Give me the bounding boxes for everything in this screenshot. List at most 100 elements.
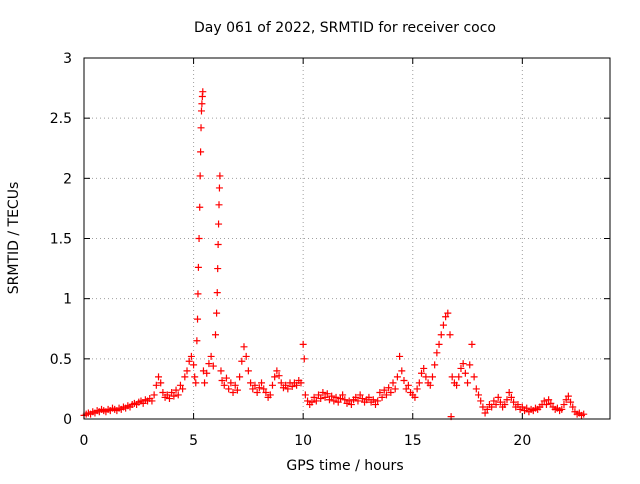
- data-point-marker: [501, 401, 509, 409]
- data-point-marker: [492, 401, 500, 409]
- data-point-marker: [271, 373, 279, 381]
- data-point-marker: [268, 381, 276, 389]
- data-point-marker: [358, 395, 366, 403]
- data-point-marker: [376, 389, 384, 397]
- data-point-marker: [503, 396, 511, 404]
- data-point-marker: [220, 381, 228, 389]
- x-tick-label: 15: [404, 433, 422, 449]
- data-point-marker: [382, 391, 390, 399]
- data-point-marker: [159, 389, 167, 397]
- y-tick-label: 1.5: [50, 232, 72, 248]
- data-point-marker: [371, 401, 379, 409]
- data-point-marker: [201, 379, 209, 387]
- data-point-marker: [233, 386, 241, 394]
- data-point-marker: [213, 309, 221, 317]
- data-point-marker: [328, 392, 336, 400]
- data-point-marker: [148, 397, 156, 405]
- data-point-marker: [558, 405, 566, 413]
- data-point-marker: [496, 398, 504, 406]
- data-point-marker: [205, 360, 213, 368]
- data-point-marker: [312, 397, 320, 405]
- y-tick-label: 2: [63, 171, 72, 187]
- data-point-marker: [288, 383, 296, 391]
- data-point-marker: [183, 367, 191, 375]
- data-point-marker: [197, 148, 205, 156]
- data-point-marker: [400, 376, 408, 384]
- data-point-marker: [437, 331, 445, 339]
- data-point-marker: [258, 379, 266, 387]
- x-tick-labels: 0 5 10 15 20: [80, 433, 532, 449]
- data-point-marker: [275, 372, 283, 380]
- data-point-marker: [426, 381, 434, 389]
- data-point-marker: [518, 403, 526, 411]
- data-point-marker: [213, 289, 221, 297]
- data-point-marker: [214, 241, 222, 249]
- data-point-marker: [192, 379, 200, 387]
- data-point-marker: [168, 389, 176, 397]
- data-point-marker: [310, 393, 318, 401]
- data-point-marker: [187, 352, 195, 360]
- data-point-marker: [266, 391, 274, 399]
- data-point-marker: [564, 392, 572, 400]
- data-point-marker: [215, 201, 223, 209]
- data-point-marker: [196, 172, 204, 180]
- data-point-marker: [418, 369, 426, 377]
- data-point-marker: [217, 367, 225, 375]
- data-point-marker: [301, 391, 309, 399]
- data-point-marker: [238, 357, 246, 365]
- data-point-marker: [494, 393, 502, 401]
- data-point-marker: [413, 385, 421, 393]
- data-point-marker: [569, 403, 577, 411]
- y-tick-label: 0: [63, 412, 72, 428]
- data-point-marker: [336, 395, 344, 403]
- x-tick-label: 20: [513, 433, 531, 449]
- data-point-marker: [194, 290, 202, 298]
- data-point-marker: [277, 379, 285, 387]
- axis-ticks: [83, 57, 610, 420]
- data-point-marker: [352, 393, 360, 401]
- data-point-marker: [453, 381, 461, 389]
- data-point-marker: [197, 124, 205, 132]
- data-point-marker: [308, 398, 316, 406]
- data-point-marker: [282, 381, 290, 389]
- data-point-marker: [273, 367, 281, 375]
- data-point-marker: [321, 393, 329, 401]
- data-point-marker: [567, 398, 575, 406]
- data-point-marker: [163, 391, 171, 399]
- data-point-marker: [466, 361, 474, 369]
- data-point-marker: [560, 401, 568, 409]
- data-point-marker: [562, 396, 570, 404]
- data-point-marker: [378, 393, 386, 401]
- data-point-marker: [315, 391, 323, 399]
- data-point-marker: [481, 409, 489, 417]
- data-point-marker: [415, 379, 423, 387]
- data-point-marker: [477, 397, 485, 405]
- data-point-marker: [470, 373, 478, 381]
- data-point-marker: [488, 403, 496, 411]
- data-point-marker: [433, 349, 441, 357]
- data-point-marker: [300, 355, 308, 363]
- data-point-marker: [374, 397, 382, 405]
- data-point-marker: [249, 385, 257, 393]
- data-point-marker: [185, 357, 193, 365]
- data-point-marker: [457, 364, 465, 372]
- data-point-marker: [215, 184, 223, 192]
- data-point-marker: [380, 386, 388, 394]
- gridlines: [84, 58, 610, 419]
- data-point-marker: [341, 396, 349, 404]
- chart-title: Day 061 of 2022, SRMTID for receiver coc…: [194, 20, 496, 36]
- data-point-marker: [393, 373, 401, 381]
- data-point-marker: [448, 373, 456, 381]
- x-axis-label: GPS time / hours: [286, 458, 403, 474]
- data-point-marker: [347, 401, 355, 409]
- y-tick-label: 2.5: [50, 111, 72, 127]
- data-point-marker: [472, 385, 480, 393]
- plot-frame: [83, 57, 611, 420]
- data-point-marker: [507, 393, 515, 401]
- data-point-marker: [580, 410, 588, 418]
- data-point-marker: [545, 396, 553, 404]
- data-point-marker: [199, 88, 207, 96]
- data-point-marker: [323, 390, 331, 398]
- data-point-marker: [523, 404, 531, 412]
- y-tick-label: 3: [63, 51, 72, 67]
